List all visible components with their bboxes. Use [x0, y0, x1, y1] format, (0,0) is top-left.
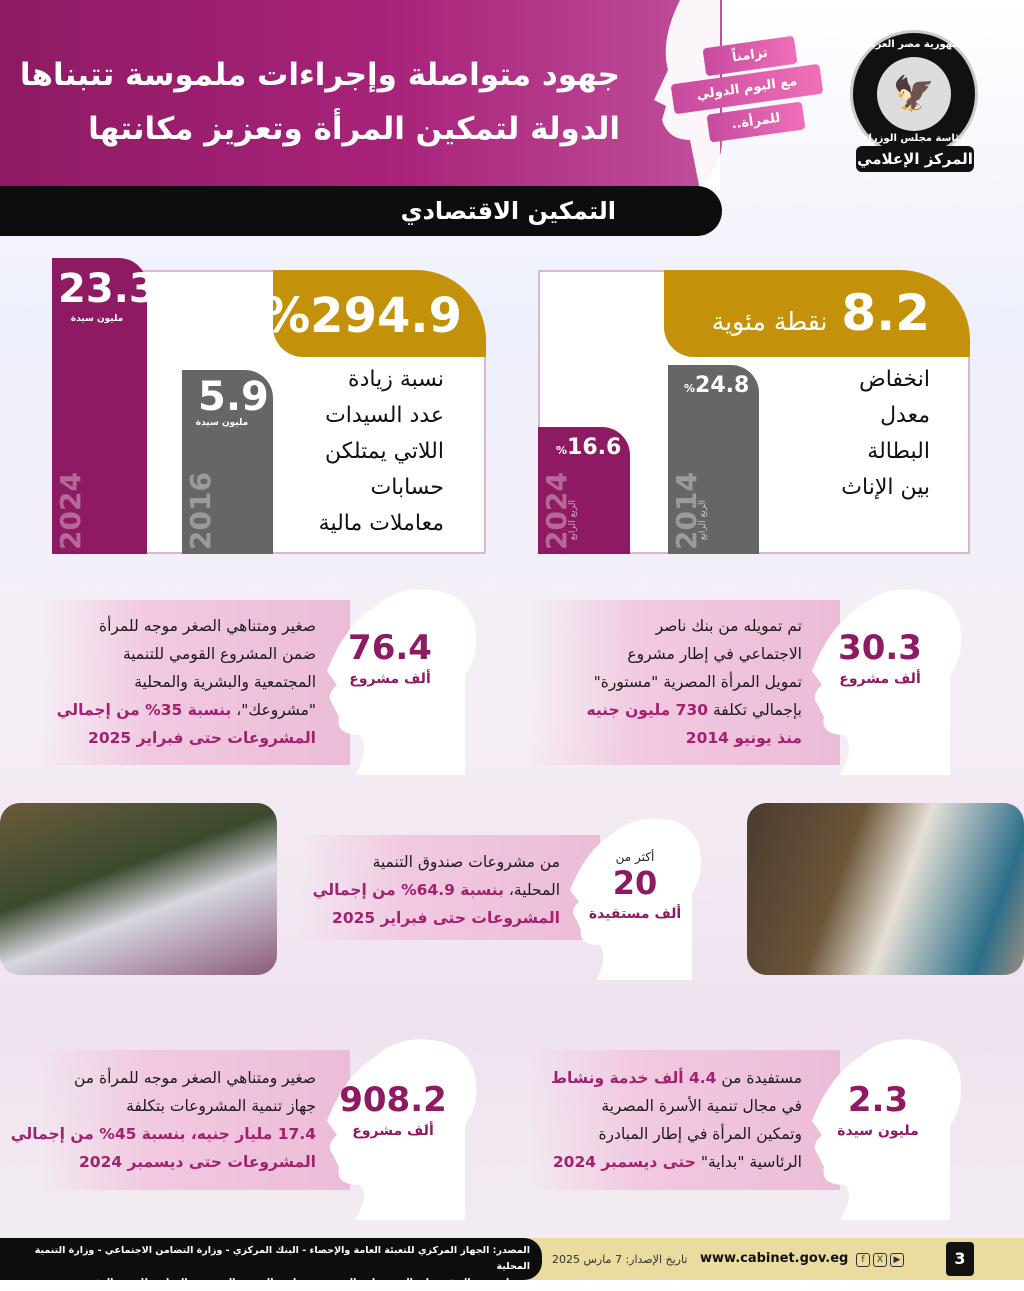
stat-value: 76.4 [348, 628, 432, 668]
section-bar [0, 186, 722, 236]
woman-head-icon [812, 1039, 962, 1220]
page-title: جهود متواصلة وإجراءات ملموسة تتبناها الدو… [19, 57, 620, 147]
stat-value: 2.3 [847, 1080, 909, 1120]
stat-text: من مشروعات صندوق التنمية المحلية، بنسبة … [312, 853, 560, 927]
woman-head-icon [327, 589, 477, 775]
stat-band-msmeda [40, 1050, 350, 1190]
stat-band-mashroak [40, 600, 350, 765]
woman-head-icon [327, 1039, 477, 1220]
stat-band-development-fund [300, 835, 600, 940]
bar-2024-accounts: 23.3 مليون سيدة 2024 [52, 258, 157, 554]
woman-head-icon [570, 818, 701, 980]
stat-unit: ألف مشروع [352, 1123, 434, 1139]
stat-text: صغير ومتناهي الصغر موجه للمرأة ضمن المشرو… [56, 617, 316, 747]
website-link[interactable]: www.cabinet.gov.eg [700, 1251, 849, 1266]
media-center-logo: جمهورية مصر العربية 🦅 رئاسة مجلس الوزراء [850, 30, 978, 158]
bar-2024-unemployment: %16.6 2024 الربع الرابع [538, 427, 630, 554]
stat-text: تم تمويله من بنك ناصر الاجتماعي في إطار م… [586, 617, 802, 747]
stat-unit: ألف مشروع [839, 671, 921, 687]
woman-head-icon [812, 589, 962, 775]
accounts-headline: %294.9 [262, 270, 486, 357]
womens-day-ribbon: تزامناً مع اليوم الدولي للمرأة.. [668, 35, 828, 150]
stat-value: 20 [612, 864, 658, 902]
stat-value: 30.3 [838, 628, 922, 668]
header-banner [0, 0, 722, 200]
stat-band-bedaya [530, 1050, 840, 1190]
social-icons: f X ▶ [856, 1253, 904, 1267]
stat-band-mastoura [530, 600, 840, 765]
stat-unit: مليون سيدة [837, 1123, 919, 1139]
stat-unit: ألف مشروع [349, 671, 431, 687]
stat-unit: ألف مستفيدة [588, 906, 682, 922]
eagle-emblem-icon: 🦅 [877, 57, 951, 131]
facebook-icon[interactable]: f [856, 1253, 870, 1267]
page-number: 3 [946, 1242, 974, 1276]
weaving-woman-photo [747, 803, 1024, 975]
youtube-icon[interactable]: ▶ [890, 1253, 904, 1267]
stat-value: 908.2 [339, 1080, 447, 1120]
stat-prefix: أكثر من [615, 850, 655, 864]
stat-text: مستفيدة من 4.4 ألف خدمة ونشاط في مجال تن… [550, 1069, 802, 1171]
bar-2016-accounts: 5.9 مليون سيدة 2016 [182, 370, 273, 554]
logo-band: المركز الإعلامي [856, 146, 974, 172]
unemployment-headline: 8.2 نقطة مئوية [664, 270, 970, 357]
x-icon[interactable]: X [873, 1253, 887, 1267]
bar-2014-unemployment: %24.8 2014 الربع الرابع [668, 365, 759, 554]
sewing-women-photo [0, 803, 277, 975]
stat-text: صغير ومتناهي الصغر موجه للمرأة من جهاز تن… [10, 1069, 316, 1171]
section-title: التمكين الاقتصادي [400, 197, 616, 225]
accounts-description: نسبة زيادة عدد السيدات اللاتي يمتلكن حسابات… [318, 367, 444, 536]
release-date: تاريخ الإصدار: 7 مارس 2025 [552, 1253, 688, 1266]
unemployment-description: انخفاض معدل البطالة بين الإناث [841, 367, 930, 500]
footer-sources: المصدر: الجهاز المركزي للتعبئة العامة وا… [0, 1238, 542, 1288]
